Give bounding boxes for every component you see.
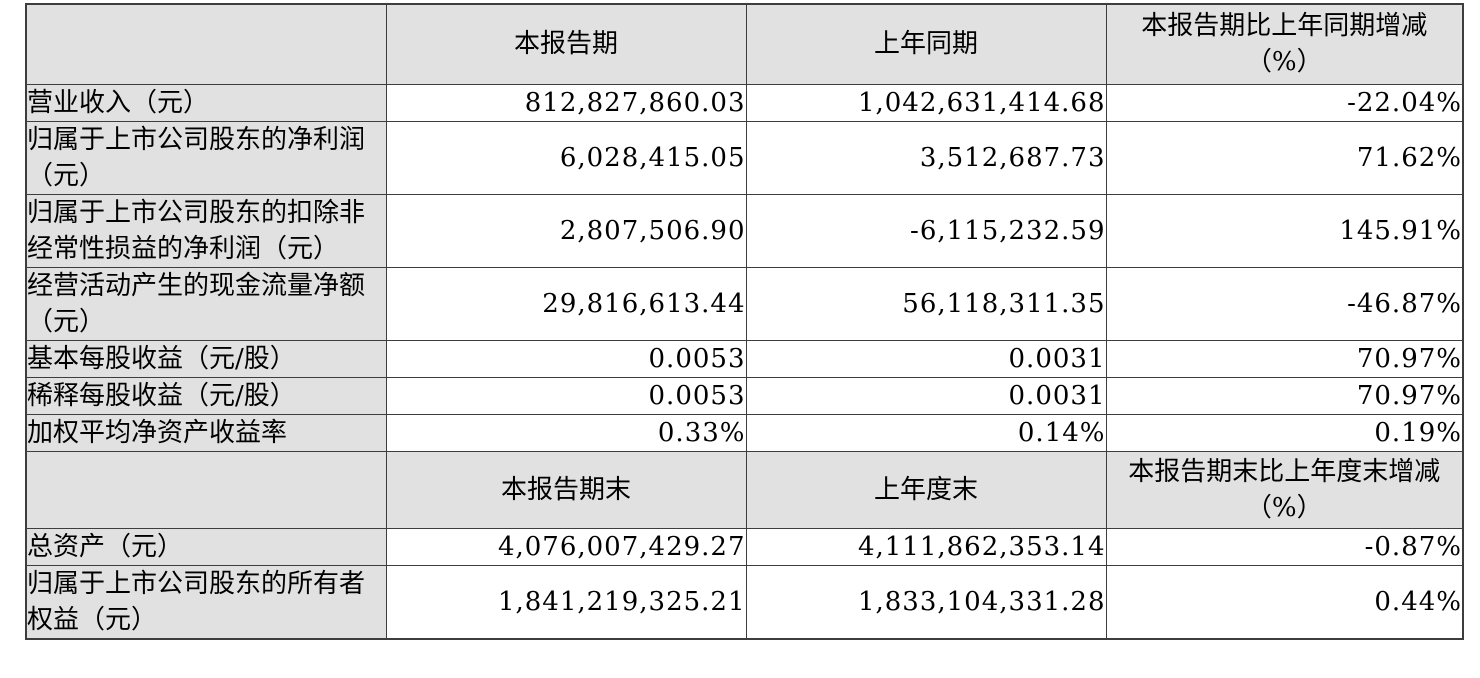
table-row-net-profit-excl-nonrecurring: 归属于上市公司股东的扣除非经常性损益的净利润（元） 2,807,506.90 -… bbox=[25, 193, 1464, 268]
table-row-revenue: 营业收入（元） 812,827,860.03 1,042,631,414.68 … bbox=[25, 83, 1464, 122]
table-row-owners-equity: 归属于上市公司股东的所有者权益（元） 1,841,219,325.21 1,83… bbox=[25, 564, 1464, 639]
table-row-weighted-avg-roe: 加权平均净资产收益率 0.33% 0.14% 0.19% bbox=[25, 413, 1464, 452]
prior-value-cell: 1,042,631,414.68 bbox=[745, 83, 1107, 122]
row-label: 归属于上市公司股东的净利润（元） bbox=[25, 120, 387, 195]
current-value-cell: 2,807,506.90 bbox=[385, 193, 747, 268]
col-header-period-change: 本报告期比上年同期增减 （%） bbox=[1105, 3, 1464, 85]
table-row-basic-eps: 基本每股收益（元/股） 0.0053 0.0031 70.97% bbox=[25, 339, 1464, 378]
change-value-cell: 70.97% bbox=[1105, 339, 1464, 378]
corner-cell bbox=[25, 3, 387, 85]
current-value-cell: 812,827,860.03 bbox=[385, 83, 747, 122]
current-value-cell: 4,076,007,429.27 bbox=[385, 527, 747, 566]
change-value-cell: 70.97% bbox=[1105, 376, 1464, 415]
row-label: 稀释每股收益（元/股） bbox=[25, 376, 387, 415]
row-label: 总资产（元） bbox=[25, 527, 387, 566]
current-value-cell: 29,816,613.44 bbox=[385, 266, 747, 341]
current-value-cell: 0.0053 bbox=[385, 339, 747, 378]
table-row-operating-cash-flow: 经营活动产生的现金流量净额（元） 29,816,613.44 56,118,31… bbox=[25, 266, 1464, 341]
change-value-cell: 0.19% bbox=[1105, 413, 1464, 452]
col-header-current-period-end: 本报告期末 bbox=[385, 450, 747, 529]
change-value-cell: -46.87% bbox=[1105, 266, 1464, 341]
change-value-cell: 0.44% bbox=[1105, 564, 1464, 639]
financial-summary-table: 本报告期 上年同期 本报告期比上年同期增减 （%） 营业收入（元） 812,82… bbox=[25, 3, 1464, 640]
col-header-period-end-change-line2: （%） bbox=[1245, 492, 1323, 523]
prior-value-cell: 3,512,687.73 bbox=[745, 120, 1107, 195]
row-label: 归属于上市公司股东的所有者权益（元） bbox=[25, 564, 387, 639]
prior-value-cell: 1,833,104,331.28 bbox=[745, 564, 1107, 639]
prior-value-cell: -6,115,232.59 bbox=[745, 193, 1107, 268]
col-header-prior-year-end: 上年度末 bbox=[745, 450, 1107, 529]
prior-value-cell: 0.0031 bbox=[745, 339, 1107, 378]
table-row-net-profit: 归属于上市公司股东的净利润（元） 6,028,415.05 3,512,687.… bbox=[25, 120, 1464, 195]
current-value-cell: 6,028,415.05 bbox=[385, 120, 747, 195]
prior-value-cell: 0.0031 bbox=[745, 376, 1107, 415]
change-value-cell: 145.91% bbox=[1105, 193, 1464, 268]
row-label: 营业收入（元） bbox=[25, 83, 387, 122]
prior-value-cell: 4,111,862,353.14 bbox=[745, 527, 1107, 566]
current-value-cell: 0.33% bbox=[385, 413, 747, 452]
period-header-row: 本报告期 上年同期 本报告期比上年同期增减 （%） bbox=[25, 3, 1464, 85]
col-header-period-end-change-line1: 本报告期末比上年度末增减 bbox=[1128, 456, 1441, 487]
row-label: 归属于上市公司股东的扣除非经常性损益的净利润（元） bbox=[25, 193, 387, 268]
period-end-header-row: 本报告期末 上年度末 本报告期末比上年度末增减 （%） bbox=[25, 450, 1464, 529]
col-header-current-period: 本报告期 bbox=[385, 3, 747, 85]
prior-value-cell: 56,118,311.35 bbox=[745, 266, 1107, 341]
change-value-cell: -22.04% bbox=[1105, 83, 1464, 122]
row-label: 经营活动产生的现金流量净额（元） bbox=[25, 266, 387, 341]
row-label: 加权平均净资产收益率 bbox=[25, 413, 387, 452]
change-value-cell: -0.87% bbox=[1105, 527, 1464, 566]
col-header-period-change-line2: （%） bbox=[1245, 47, 1323, 78]
col-header-period-change-line1: 本报告期比上年同期增减 bbox=[1141, 11, 1428, 42]
prior-value-cell: 0.14% bbox=[745, 413, 1107, 452]
col-header-prior-period: 上年同期 bbox=[745, 3, 1107, 85]
change-value-cell: 71.62% bbox=[1105, 120, 1464, 195]
col-header-period-end-change: 本报告期末比上年度末增减 （%） bbox=[1105, 450, 1464, 529]
row-label: 基本每股收益（元/股） bbox=[25, 339, 387, 378]
current-value-cell: 0.0053 bbox=[385, 376, 747, 415]
corner-cell bbox=[25, 450, 387, 529]
table-row-total-assets: 总资产（元） 4,076,007,429.27 4,111,862,353.14… bbox=[25, 527, 1464, 566]
table-row-diluted-eps: 稀释每股收益（元/股） 0.0053 0.0031 70.97% bbox=[25, 376, 1464, 415]
current-value-cell: 1,841,219,325.21 bbox=[385, 564, 747, 639]
